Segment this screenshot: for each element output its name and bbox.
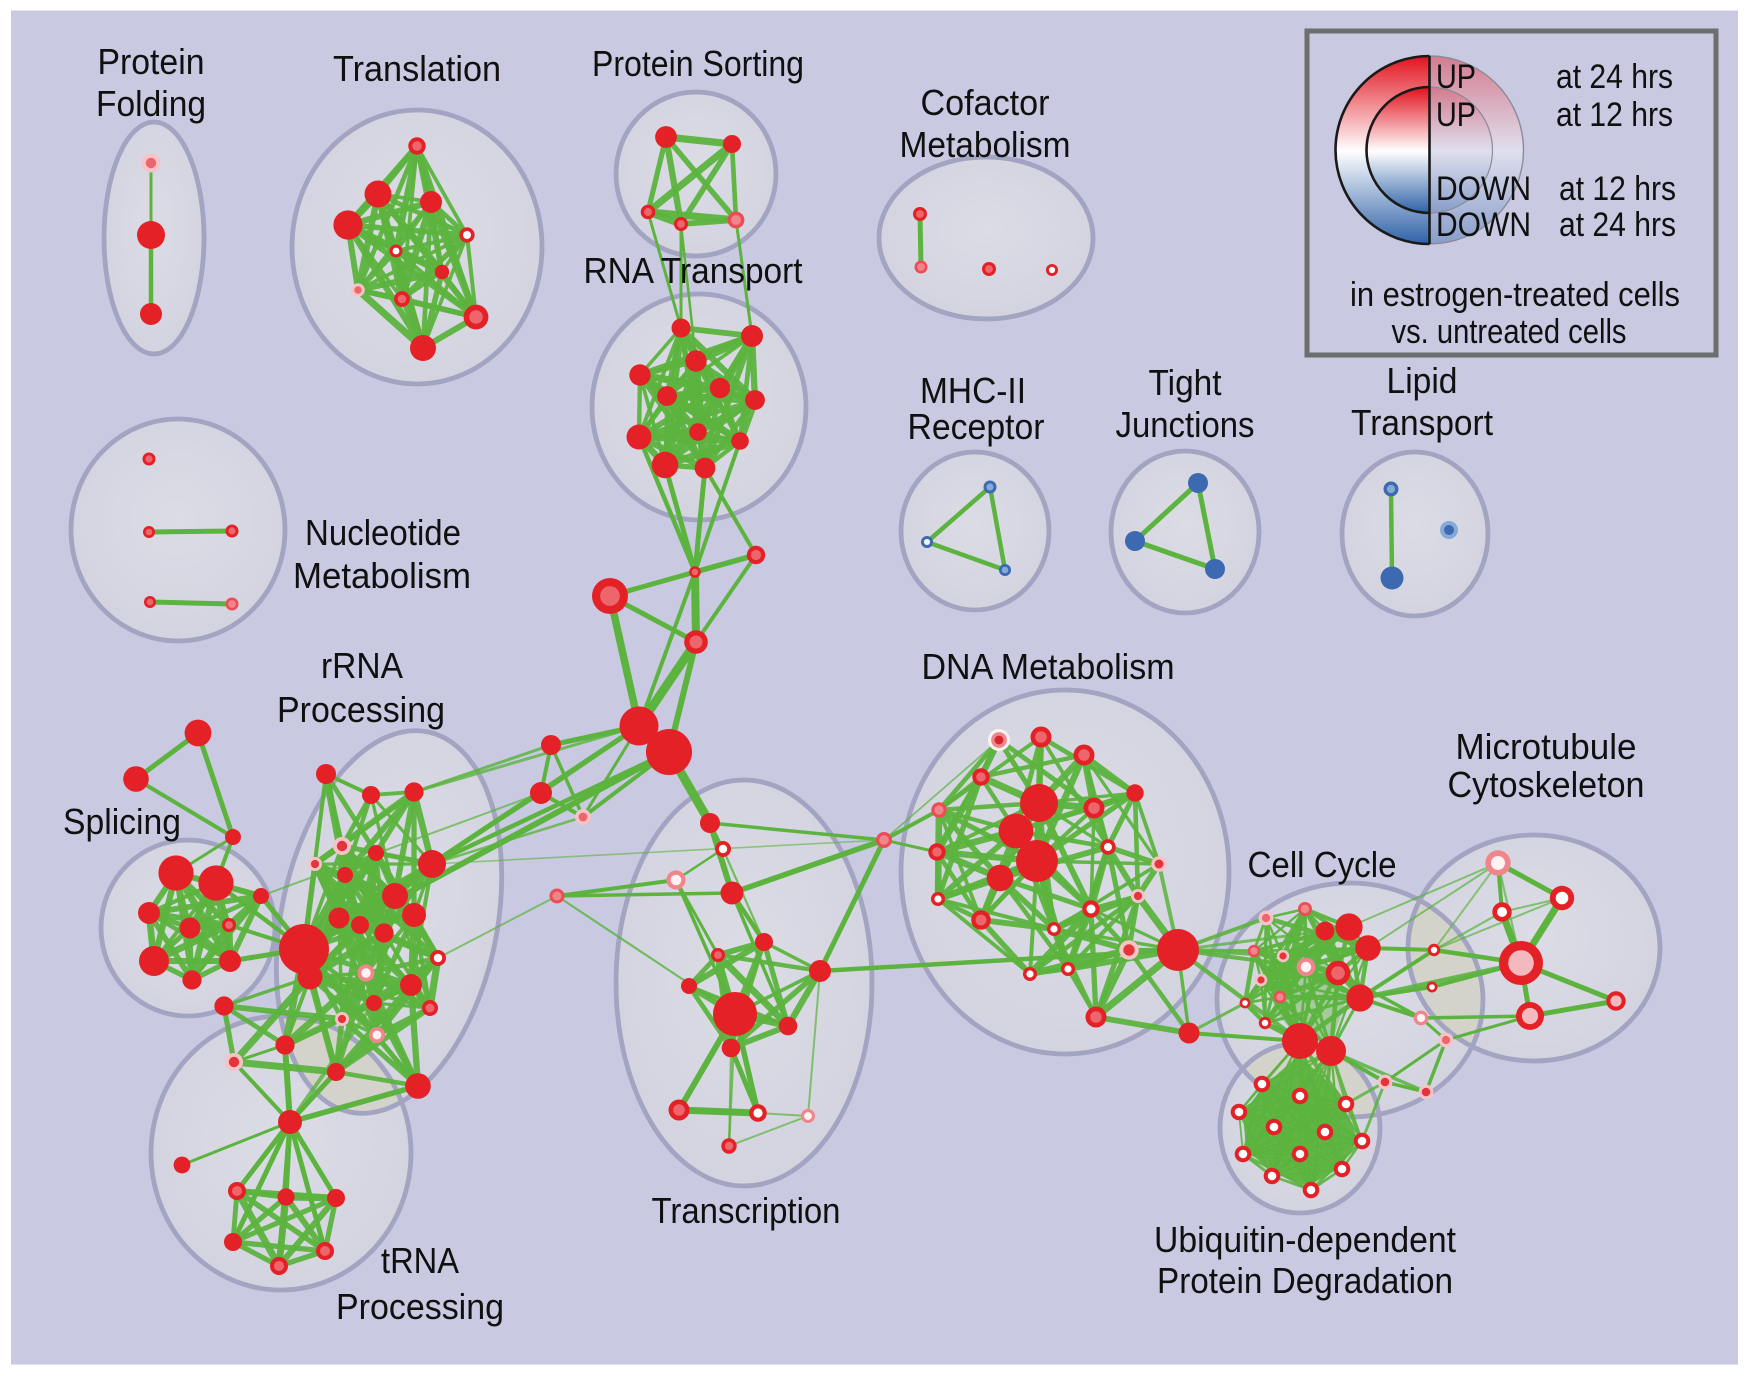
svg-text:Metabolism: Metabolism — [900, 124, 1071, 165]
svg-text:Lipid: Lipid — [1387, 360, 1458, 401]
svg-text:Cell Cycle: Cell Cycle — [1248, 844, 1397, 885]
svg-text:Metabolism: Metabolism — [293, 555, 471, 596]
svg-text:Splicing: Splicing — [63, 801, 181, 842]
svg-text:Translation: Translation — [333, 48, 501, 89]
svg-text:DOWN: DOWN — [1436, 170, 1531, 208]
svg-text:Ubiquitin-dependent: Ubiquitin-dependent — [1154, 1219, 1456, 1260]
svg-text:Microtubule: Microtubule — [1456, 726, 1637, 767]
svg-text:Nucleotide: Nucleotide — [305, 512, 461, 553]
svg-text:tRNA: tRNA — [381, 1240, 459, 1281]
svg-text:Folding: Folding — [96, 83, 206, 124]
svg-text:MHC-II: MHC-II — [920, 370, 1026, 411]
svg-text:Protein Sorting: Protein Sorting — [592, 43, 804, 84]
svg-text:Junctions: Junctions — [1116, 404, 1255, 445]
svg-text:at 24 hrs: at 24 hrs — [1559, 206, 1676, 244]
svg-text:UP: UP — [1436, 96, 1476, 134]
svg-text:Processing: Processing — [336, 1286, 504, 1327]
svg-text:UP: UP — [1436, 58, 1476, 96]
svg-text:Cofactor: Cofactor — [921, 82, 1050, 123]
svg-text:in estrogen-treated cells: in estrogen-treated cells — [1350, 276, 1680, 314]
svg-text:at 12 hrs: at 12 hrs — [1559, 170, 1676, 208]
svg-text:vs. untreated cells: vs. untreated cells — [1392, 313, 1627, 351]
svg-text:Transport: Transport — [1351, 402, 1493, 443]
svg-text:Protein: Protein — [98, 41, 205, 82]
svg-text:at 12 hrs: at 12 hrs — [1556, 96, 1673, 134]
svg-text:rRNA: rRNA — [321, 645, 403, 686]
svg-text:at 24 hrs: at 24 hrs — [1556, 58, 1673, 96]
svg-text:Processing: Processing — [277, 689, 445, 730]
svg-text:RNA Transport: RNA Transport — [584, 250, 803, 291]
svg-text:Receptor: Receptor — [908, 406, 1045, 447]
svg-text:Transcription: Transcription — [652, 1190, 841, 1231]
svg-text:Tight: Tight — [1149, 362, 1222, 403]
svg-text:DNA Metabolism: DNA Metabolism — [922, 646, 1175, 687]
svg-text:DOWN: DOWN — [1436, 206, 1531, 244]
svg-text:Protein Degradation: Protein Degradation — [1157, 1260, 1453, 1301]
svg-text:Cytoskeleton: Cytoskeleton — [1448, 764, 1645, 805]
